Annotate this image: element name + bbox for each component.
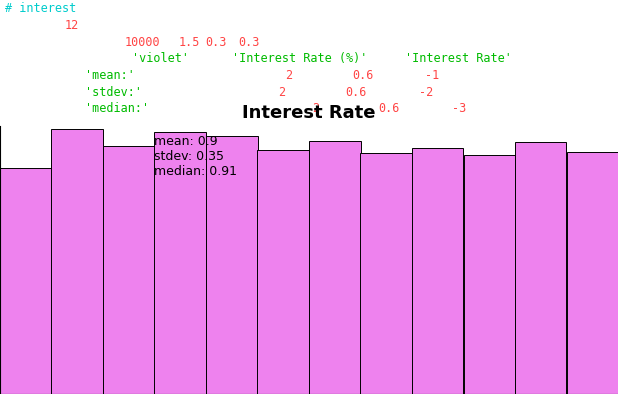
Text: 2: 2 (279, 86, 286, 99)
Text: 0.6: 0.6 (345, 86, 366, 99)
Text: , round(sd(interest),: , round(sd(interest), (138, 86, 288, 99)
Bar (206, 136, 258, 394)
Text: hist(interest, col=: hist(interest, col= (5, 52, 140, 65)
Bar (309, 141, 360, 394)
Text: , round(mean(interest),: , round(mean(interest), (132, 69, 295, 82)
Text: ): ) (506, 52, 513, 65)
Text: ): ) (465, 102, 473, 115)
Text: 'stdev:': 'stdev:' (85, 86, 142, 99)
Text: , round(median(interest),: , round(median(interest), (145, 102, 323, 115)
Text: 1.5: 1.5 (179, 36, 200, 49)
Text: -3: -3 (452, 102, 467, 115)
Bar (412, 148, 464, 394)
Bar (258, 150, 309, 394)
Text: 0.3: 0.3 (205, 36, 227, 49)
Bar (515, 142, 567, 394)
Bar (567, 152, 618, 394)
Text: 'median:': 'median:' (85, 102, 149, 115)
Text: 'Interest Rate': 'Interest Rate' (405, 52, 512, 65)
Text: 2: 2 (286, 69, 292, 82)
Text: 'Interest Rate (%)': 'Interest Rate (%)' (232, 52, 367, 65)
Text: mean: 0.9: mean: 0.9 (154, 135, 218, 148)
Text: )), at=c(: )), at=c( (292, 69, 356, 82)
Text: ), line=: ), line= (399, 102, 455, 115)
Text: 'mean:': 'mean:' (85, 69, 135, 82)
Text: -1: -1 (425, 69, 439, 82)
Title: Interest Rate: Interest Rate (242, 104, 376, 122)
Text: ): ) (432, 86, 439, 99)
Text: median: 0.91: median: 0.91 (154, 165, 237, 178)
Text: )+: )+ (225, 36, 239, 49)
Bar (464, 155, 515, 394)
Text: mtext(paste(: mtext(paste( (5, 69, 90, 82)
Bar (103, 146, 154, 394)
Text: set.seed(: set.seed( (5, 19, 69, 32)
Text: 'violet': 'violet' (132, 52, 188, 65)
Text: 12: 12 (65, 19, 79, 32)
Text: 2: 2 (312, 102, 319, 115)
Bar (0, 168, 51, 394)
Text: mtext(paste(: mtext(paste( (5, 86, 90, 99)
Text: , main=: , main= (358, 52, 408, 65)
Text: , xlab=: , xlab= (185, 52, 235, 65)
Text: interest <- runif(: interest <- runif( (5, 36, 133, 49)
Text: )), at=c(: )), at=c( (319, 102, 383, 115)
Text: mtext(paste(: mtext(paste( (5, 102, 90, 115)
Text: -: - (198, 36, 206, 49)
Text: 10000: 10000 (125, 36, 161, 49)
Bar (360, 153, 412, 394)
Text: # interest: # interest (5, 2, 76, 15)
Bar (154, 132, 206, 394)
Text: 0.6: 0.6 (379, 102, 400, 115)
Text: ), line=: ), line= (365, 86, 422, 99)
Text: )*(: )*( (158, 36, 180, 49)
Text: 0.3: 0.3 (239, 36, 260, 49)
Text: ), line=: ), line= (372, 69, 429, 82)
Text: stdev: 0.35: stdev: 0.35 (154, 150, 224, 163)
Text: 0.6: 0.6 (352, 69, 373, 82)
Text: -2: -2 (419, 86, 433, 99)
Text: ): ) (78, 19, 85, 32)
Text: )), at=c(: )), at=c( (286, 86, 349, 99)
Bar (51, 129, 103, 394)
Text: ): ) (439, 69, 446, 82)
